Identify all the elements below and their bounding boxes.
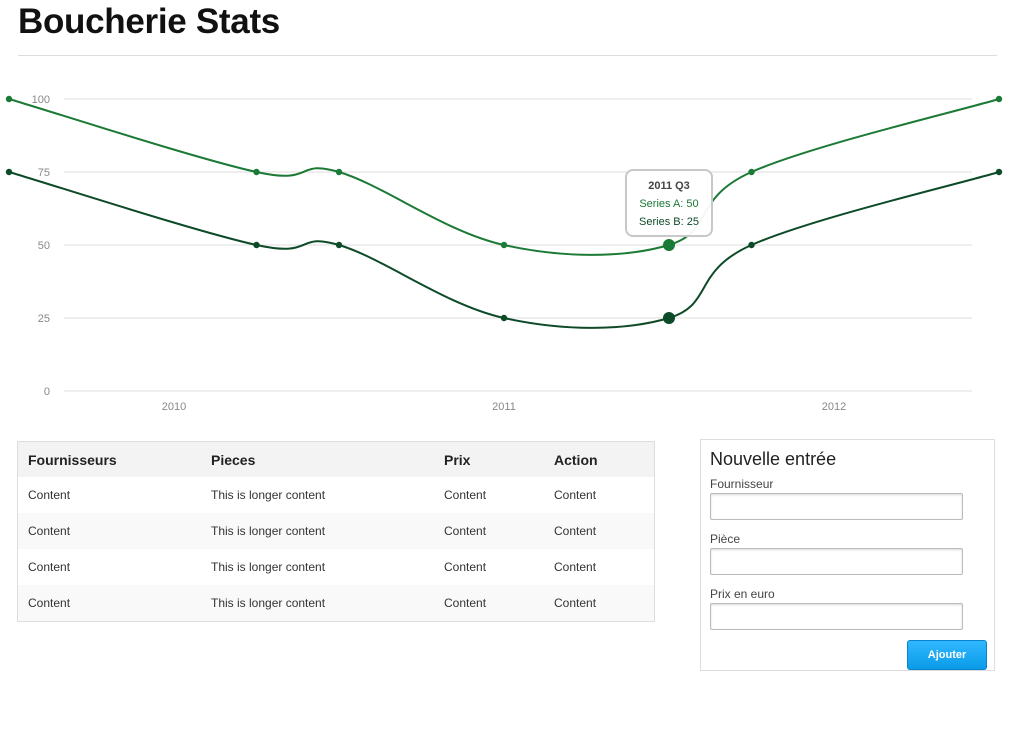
table-cell: This is longer content — [201, 513, 434, 549]
x-tick-label: 2011 — [492, 401, 516, 413]
data-point — [663, 239, 675, 251]
piece-label: Pièce — [710, 532, 741, 546]
data-point — [748, 241, 755, 249]
table-row: Content This is longer content Content C… — [18, 513, 654, 549]
data-point — [748, 168, 755, 176]
header-prix: Prix — [434, 442, 544, 477]
table-cell: Content — [18, 585, 201, 621]
data-point — [500, 241, 508, 249]
prix-input[interactable] — [710, 603, 963, 630]
data-point — [5, 168, 13, 176]
tooltip-title: 2011 Q3 — [648, 180, 690, 192]
line-chart: 0 25 50 75 100 2010 2011 2012 2011 Q3 Series A: 5… — [0, 60, 1022, 430]
data-point — [253, 168, 260, 176]
table-cell: Content — [544, 513, 654, 549]
piece-input[interactable] — [710, 548, 963, 575]
table-cell: Content — [554, 488, 597, 502]
table-cell: Content — [28, 560, 71, 574]
table-cell: Content — [444, 560, 487, 574]
data-point — [995, 95, 1003, 103]
data-point — [335, 168, 343, 176]
table-header-row: Fournisseurs Pieces Prix Action — [18, 442, 654, 477]
table-cell: Content — [434, 513, 544, 549]
table-cell: Content — [444, 488, 487, 502]
table-cell: Content — [18, 513, 201, 549]
add-button[interactable]: Ajouter — [907, 640, 987, 670]
data-point — [663, 312, 675, 324]
title-divider — [18, 55, 997, 56]
header-pieces: Pieces — [201, 442, 434, 477]
tooltip-line: Series B: 25 — [639, 216, 699, 228]
new-entry-form: Nouvelle entrée Fournisseur Pièce Prix e… — [700, 439, 995, 671]
x-tick-label: 2010 — [162, 401, 186, 413]
prix-label: Prix en euro — [710, 587, 775, 601]
tooltip-line: Series A: 50 — [639, 198, 698, 210]
header-action: Action — [544, 442, 654, 477]
fournisseur-label: Fournisseur — [710, 477, 774, 491]
table-row: Content This is longer content Content C… — [18, 585, 654, 621]
table-row: Content This is longer content Content C… — [18, 477, 654, 513]
form-title: Nouvelle entrée — [710, 449, 837, 469]
header-fournisseurs: Fournisseurs — [18, 442, 201, 477]
data-point — [995, 168, 1003, 176]
table-cell: Content — [434, 585, 544, 621]
table-cell: This is longer content — [211, 560, 326, 574]
data-point — [335, 241, 343, 249]
suppliers-table: Fournisseurs Pieces Prix Action Content … — [17, 441, 655, 622]
table-cell: This is longer content — [211, 488, 326, 502]
series-line-a — [8, 98, 1000, 256]
data-point — [253, 241, 260, 249]
chart-svg: 0 25 50 75 100 2010 2011 2012 2011 Q3 Series A: 5… — [5, 94, 1003, 413]
y-tick-label: 0 — [44, 386, 50, 398]
table-row: Content This is longer content Content C… — [18, 549, 654, 585]
table-cell: Content — [544, 585, 654, 621]
y-tick-label: 100 — [32, 94, 50, 106]
fournisseur-input[interactable] — [710, 493, 963, 520]
y-tick-label: 75 — [38, 167, 50, 179]
data-point — [500, 314, 508, 322]
table-cell: This is longer content — [201, 585, 434, 621]
series-line-b — [8, 171, 1000, 329]
x-tick-label: 2012 — [822, 401, 846, 413]
table-cell: Content — [554, 560, 597, 574]
data-point — [5, 95, 13, 103]
chart-tooltip — [625, 169, 713, 237]
y-tick-label: 50 — [38, 240, 50, 252]
y-tick-label: 25 — [38, 313, 50, 325]
table-cell: Content — [28, 488, 71, 502]
page-title: Boucherie Stats — [18, 2, 280, 41]
